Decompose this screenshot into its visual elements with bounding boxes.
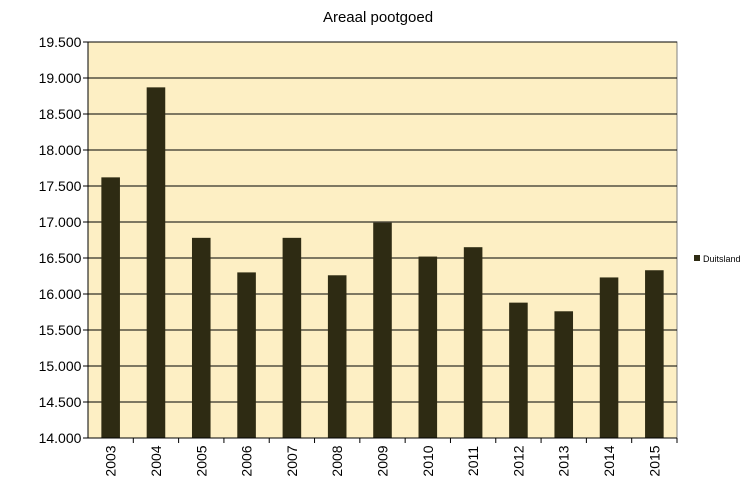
x-tick-label: 2005 (193, 445, 209, 476)
y-tick-label: 14.500 (39, 394, 82, 410)
x-tick-label: 2013 (556, 445, 572, 476)
y-tick-label: 18.500 (39, 106, 82, 122)
y-tick-label: 15.500 (39, 322, 82, 338)
bar-2010 (418, 256, 438, 438)
x-tick-label: 2009 (375, 445, 391, 476)
bar-2015 (645, 270, 664, 438)
y-tick-label: 18.000 (39, 142, 82, 158)
bar-2011 (463, 247, 483, 438)
y-tick-label: 17.500 (39, 178, 82, 194)
bar-2013 (554, 311, 574, 438)
x-tick-label: 2014 (601, 445, 617, 476)
x-tick-label: 2004 (148, 445, 164, 476)
bar-2009 (373, 222, 392, 438)
bar-2007 (282, 237, 302, 438)
x-tick-label: 2006 (239, 445, 255, 476)
x-axis-ticks: 2003 2004 2005 2006 2007 2008 2009 2010 2011 2012… (103, 438, 678, 477)
y-tick-label: 15.000 (39, 358, 82, 374)
legend: Duitsland (694, 254, 741, 264)
bars (101, 87, 664, 439)
bar-2006 (237, 272, 256, 438)
y-tick-label: 16.500 (39, 250, 82, 266)
x-tick-label: 2007 (284, 445, 300, 476)
y-axis-ticks: 14.000 14.500 15.000 15.500 16.000 16.500 17.0… (39, 34, 88, 446)
legend-label: Duitsland (703, 254, 741, 264)
bar-2004 (146, 87, 166, 439)
y-tick-label: 17.000 (39, 214, 82, 230)
x-tick-label: 2010 (420, 445, 436, 476)
bar-2012 (509, 302, 528, 438)
y-tick-label: 14.000 (39, 430, 82, 446)
bar-2005 (191, 237, 211, 438)
bar-2003 (101, 177, 120, 439)
x-tick-label: 2012 (510, 445, 526, 476)
x-tick-label: 2003 (103, 445, 119, 476)
x-tick-label: 2011 (465, 446, 481, 476)
chart-title: Areaal pootgoed (323, 9, 433, 26)
y-tick-label: 19.000 (39, 70, 82, 86)
x-tick-label: 2015 (646, 445, 662, 476)
y-tick-label: 19.500 (39, 34, 82, 50)
bar-2014 (599, 277, 619, 438)
x-tick-label: 2008 (329, 445, 345, 476)
legend-swatch (694, 255, 700, 261)
gridlines (88, 41, 677, 403)
bar-2008 (327, 275, 347, 438)
y-tick-label: 16.000 (39, 286, 82, 302)
